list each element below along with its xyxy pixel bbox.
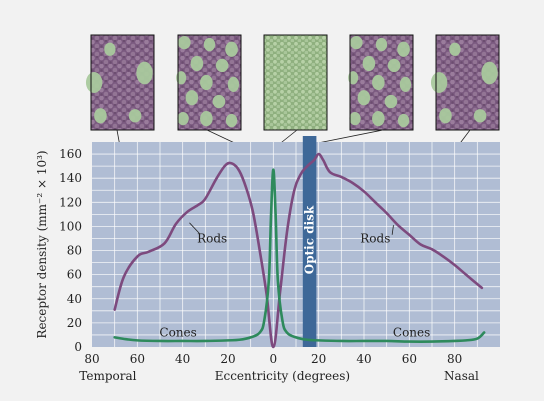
cone-cell: [375, 37, 388, 52]
panel-border: [177, 34, 242, 131]
series-line-rods: [113, 152, 484, 349]
retina-sample-panel: [85, 34, 155, 131]
x-tick-label: 60: [130, 352, 145, 366]
series-label-cones: Cones: [159, 326, 196, 340]
cone-cell: [177, 111, 189, 126]
retina-sample-panel: [263, 34, 328, 131]
y-tick-label: 160: [59, 147, 82, 161]
cone-cell: [481, 61, 498, 85]
x-tick-label: 40: [356, 352, 371, 366]
cone-cell: [399, 76, 412, 92]
cone-cell: [190, 55, 204, 72]
cone-cell: [449, 42, 461, 56]
cone-cell: [178, 35, 191, 50]
cone-cell: [215, 58, 229, 73]
temporal-label: Temporal: [79, 369, 136, 383]
x-tick-label: 0: [270, 352, 278, 366]
x-tick-label: 80: [447, 352, 462, 366]
panel-border: [263, 34, 328, 131]
series-labels: Rods Rods Cones Cones: [159, 222, 430, 340]
x-tick-label: 60: [402, 352, 417, 366]
cone-cell: [136, 61, 153, 85]
panel-border: [90, 34, 155, 131]
y-tick-label: 40: [67, 292, 82, 306]
y-tick-label: 80: [67, 244, 82, 258]
y-tick-label: 140: [59, 171, 82, 185]
series-line-cones: [113, 168, 486, 343]
data-series: [113, 152, 486, 349]
rods-leader-line: [189, 222, 200, 234]
y-tick-label: 0: [74, 340, 82, 354]
retina-sample-panel: [348, 34, 414, 131]
cone-cell: [350, 35, 363, 50]
y-tick-label: 100: [59, 219, 82, 233]
optic-disk-bar: [302, 136, 317, 347]
cone-cell: [104, 42, 116, 56]
cone-cell: [128, 109, 142, 123]
x-tick-label: 80: [84, 352, 99, 366]
cone-cell: [94, 108, 107, 124]
cone-cell: [439, 108, 452, 124]
cone-cell: [372, 74, 385, 91]
x-tick-label: 20: [311, 352, 326, 366]
cone-cell: [212, 94, 226, 109]
cone-cell: [200, 74, 213, 91]
y-tick-label: 20: [67, 316, 82, 330]
cone-cell: [357, 90, 371, 106]
x-axis-title: Eccentricity (degrees): [215, 369, 350, 383]
series-label-rods: Rods: [360, 231, 390, 245]
cone-cell: [227, 76, 240, 92]
grid-lines: [92, 142, 500, 347]
retina-sample-panel: [176, 34, 242, 131]
cone-cell: [203, 37, 216, 52]
panel-border: [435, 34, 500, 131]
cone-cell: [225, 113, 238, 128]
cone-cell: [384, 94, 398, 109]
cone-cell: [387, 58, 401, 73]
cone-cell: [372, 111, 385, 127]
cone-cell: [348, 71, 359, 85]
series-label-rods: Rods: [197, 231, 227, 245]
rods-leader-line: [391, 225, 394, 235]
y-tick-label: 120: [59, 195, 82, 209]
cone-cell: [430, 72, 448, 93]
nasal-label: Nasal: [444, 369, 479, 383]
retina-samples: [85, 34, 500, 131]
x-tick-label: 40: [175, 352, 190, 366]
cone-cell: [176, 71, 187, 85]
retina-sample-panel: [430, 34, 500, 131]
cone-cell: [397, 113, 410, 128]
cone-cell: [349, 111, 361, 126]
cone-cell: [362, 55, 376, 72]
optic-disk-label: Optic disk: [303, 205, 317, 274]
panel-texture: [264, 35, 327, 130]
y-tick-label: 60: [67, 268, 82, 282]
cone-cell: [200, 111, 213, 127]
cone-cell: [85, 72, 103, 93]
cone-cell: [397, 41, 410, 57]
optic-disk-band: Optic disk: [303, 136, 317, 347]
x-tick-label: 20: [220, 352, 235, 366]
axis-ticks: 0 20 40 60 80 100 120 140 160 80 60 40 20 0 20 40 60 80: [59, 147, 462, 366]
cone-cell: [225, 41, 238, 57]
cone-cell: [473, 109, 487, 123]
y-axis-title: Receptor density (mm⁻² × 10³): [35, 150, 49, 338]
cone-cell: [185, 90, 199, 106]
series-label-cones: Cones: [393, 326, 430, 340]
